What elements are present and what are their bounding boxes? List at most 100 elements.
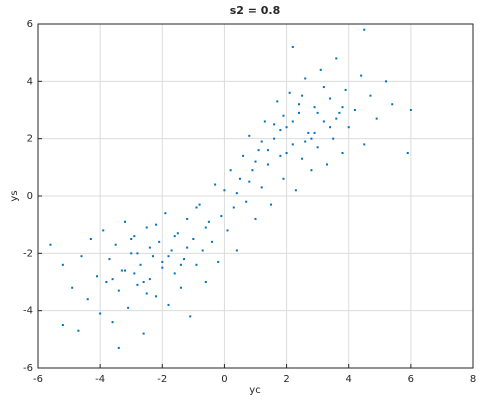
point [251,169,254,172]
point [298,103,300,106]
point [136,283,139,286]
point [344,88,347,91]
point [282,114,285,117]
point [189,315,192,318]
point [130,252,133,255]
point [61,324,64,326]
point [220,215,223,218]
point [322,86,325,89]
point [316,146,319,149]
point [332,137,335,140]
point [304,77,307,80]
point [294,189,297,192]
point [133,235,136,238]
x-axis-label: yc [249,385,260,396]
point [167,303,170,306]
point [142,332,145,335]
y-tick-label: 4 [27,76,33,87]
point [133,272,136,275]
point [223,189,226,192]
point [313,106,316,109]
point [179,263,182,266]
point [301,157,304,160]
point [282,177,285,180]
point [80,255,83,258]
plot-frame [37,23,474,369]
point [155,223,158,226]
point [254,160,257,163]
point [285,126,288,129]
point [260,186,263,189]
point [105,281,108,283]
point [145,292,148,295]
point [301,94,304,97]
point [273,137,276,140]
point [409,109,412,111]
point [214,183,217,186]
point [338,111,341,114]
point [148,246,151,249]
point [363,143,366,146]
point [307,131,310,134]
point [260,140,263,143]
point [151,255,154,258]
point [145,226,148,229]
point [335,117,338,120]
point [179,286,182,289]
point [161,266,164,269]
point [71,286,74,289]
point [254,217,257,220]
point [176,232,179,235]
x-tick-label: 6 [408,374,414,385]
point [195,263,198,266]
y-tick-label: 0 [27,191,33,202]
point [248,134,251,137]
point [257,149,260,152]
point [291,143,294,146]
point [139,263,142,266]
point [186,217,189,220]
point [310,137,313,140]
point [242,154,245,157]
point [238,177,241,180]
point [186,246,189,249]
point [198,203,201,206]
point [99,312,102,315]
x-tick-label: -4 [95,374,105,385]
point [263,120,266,123]
point [173,235,176,238]
point [124,269,126,272]
point [96,275,99,278]
point [266,149,269,152]
point [273,123,276,126]
point [325,163,328,166]
point [130,238,133,240]
point [136,252,139,255]
x-tick-label: 8 [470,374,476,385]
point [341,152,344,154]
point [217,260,220,263]
point [86,298,89,301]
point [310,169,313,172]
point [276,100,279,103]
point [120,269,123,272]
point [347,126,350,129]
point [161,260,164,263]
chart-title: s2 = 0.8 [230,4,281,17]
point [229,169,232,172]
point [369,94,372,97]
point [248,180,251,183]
x-tick-label: 2 [283,374,289,385]
point [77,329,80,332]
point [155,295,158,298]
point [207,220,210,223]
point [195,206,198,209]
point [211,240,213,243]
point [192,238,195,240]
point [319,68,322,71]
point [124,220,126,223]
point [235,192,238,195]
point [173,272,176,275]
point [167,255,170,258]
